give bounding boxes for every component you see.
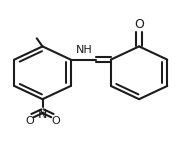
Text: O: O	[134, 18, 144, 31]
Text: NH: NH	[76, 45, 93, 55]
Text: N: N	[38, 108, 47, 121]
Text: O: O	[51, 116, 60, 126]
Text: O: O	[25, 116, 34, 126]
